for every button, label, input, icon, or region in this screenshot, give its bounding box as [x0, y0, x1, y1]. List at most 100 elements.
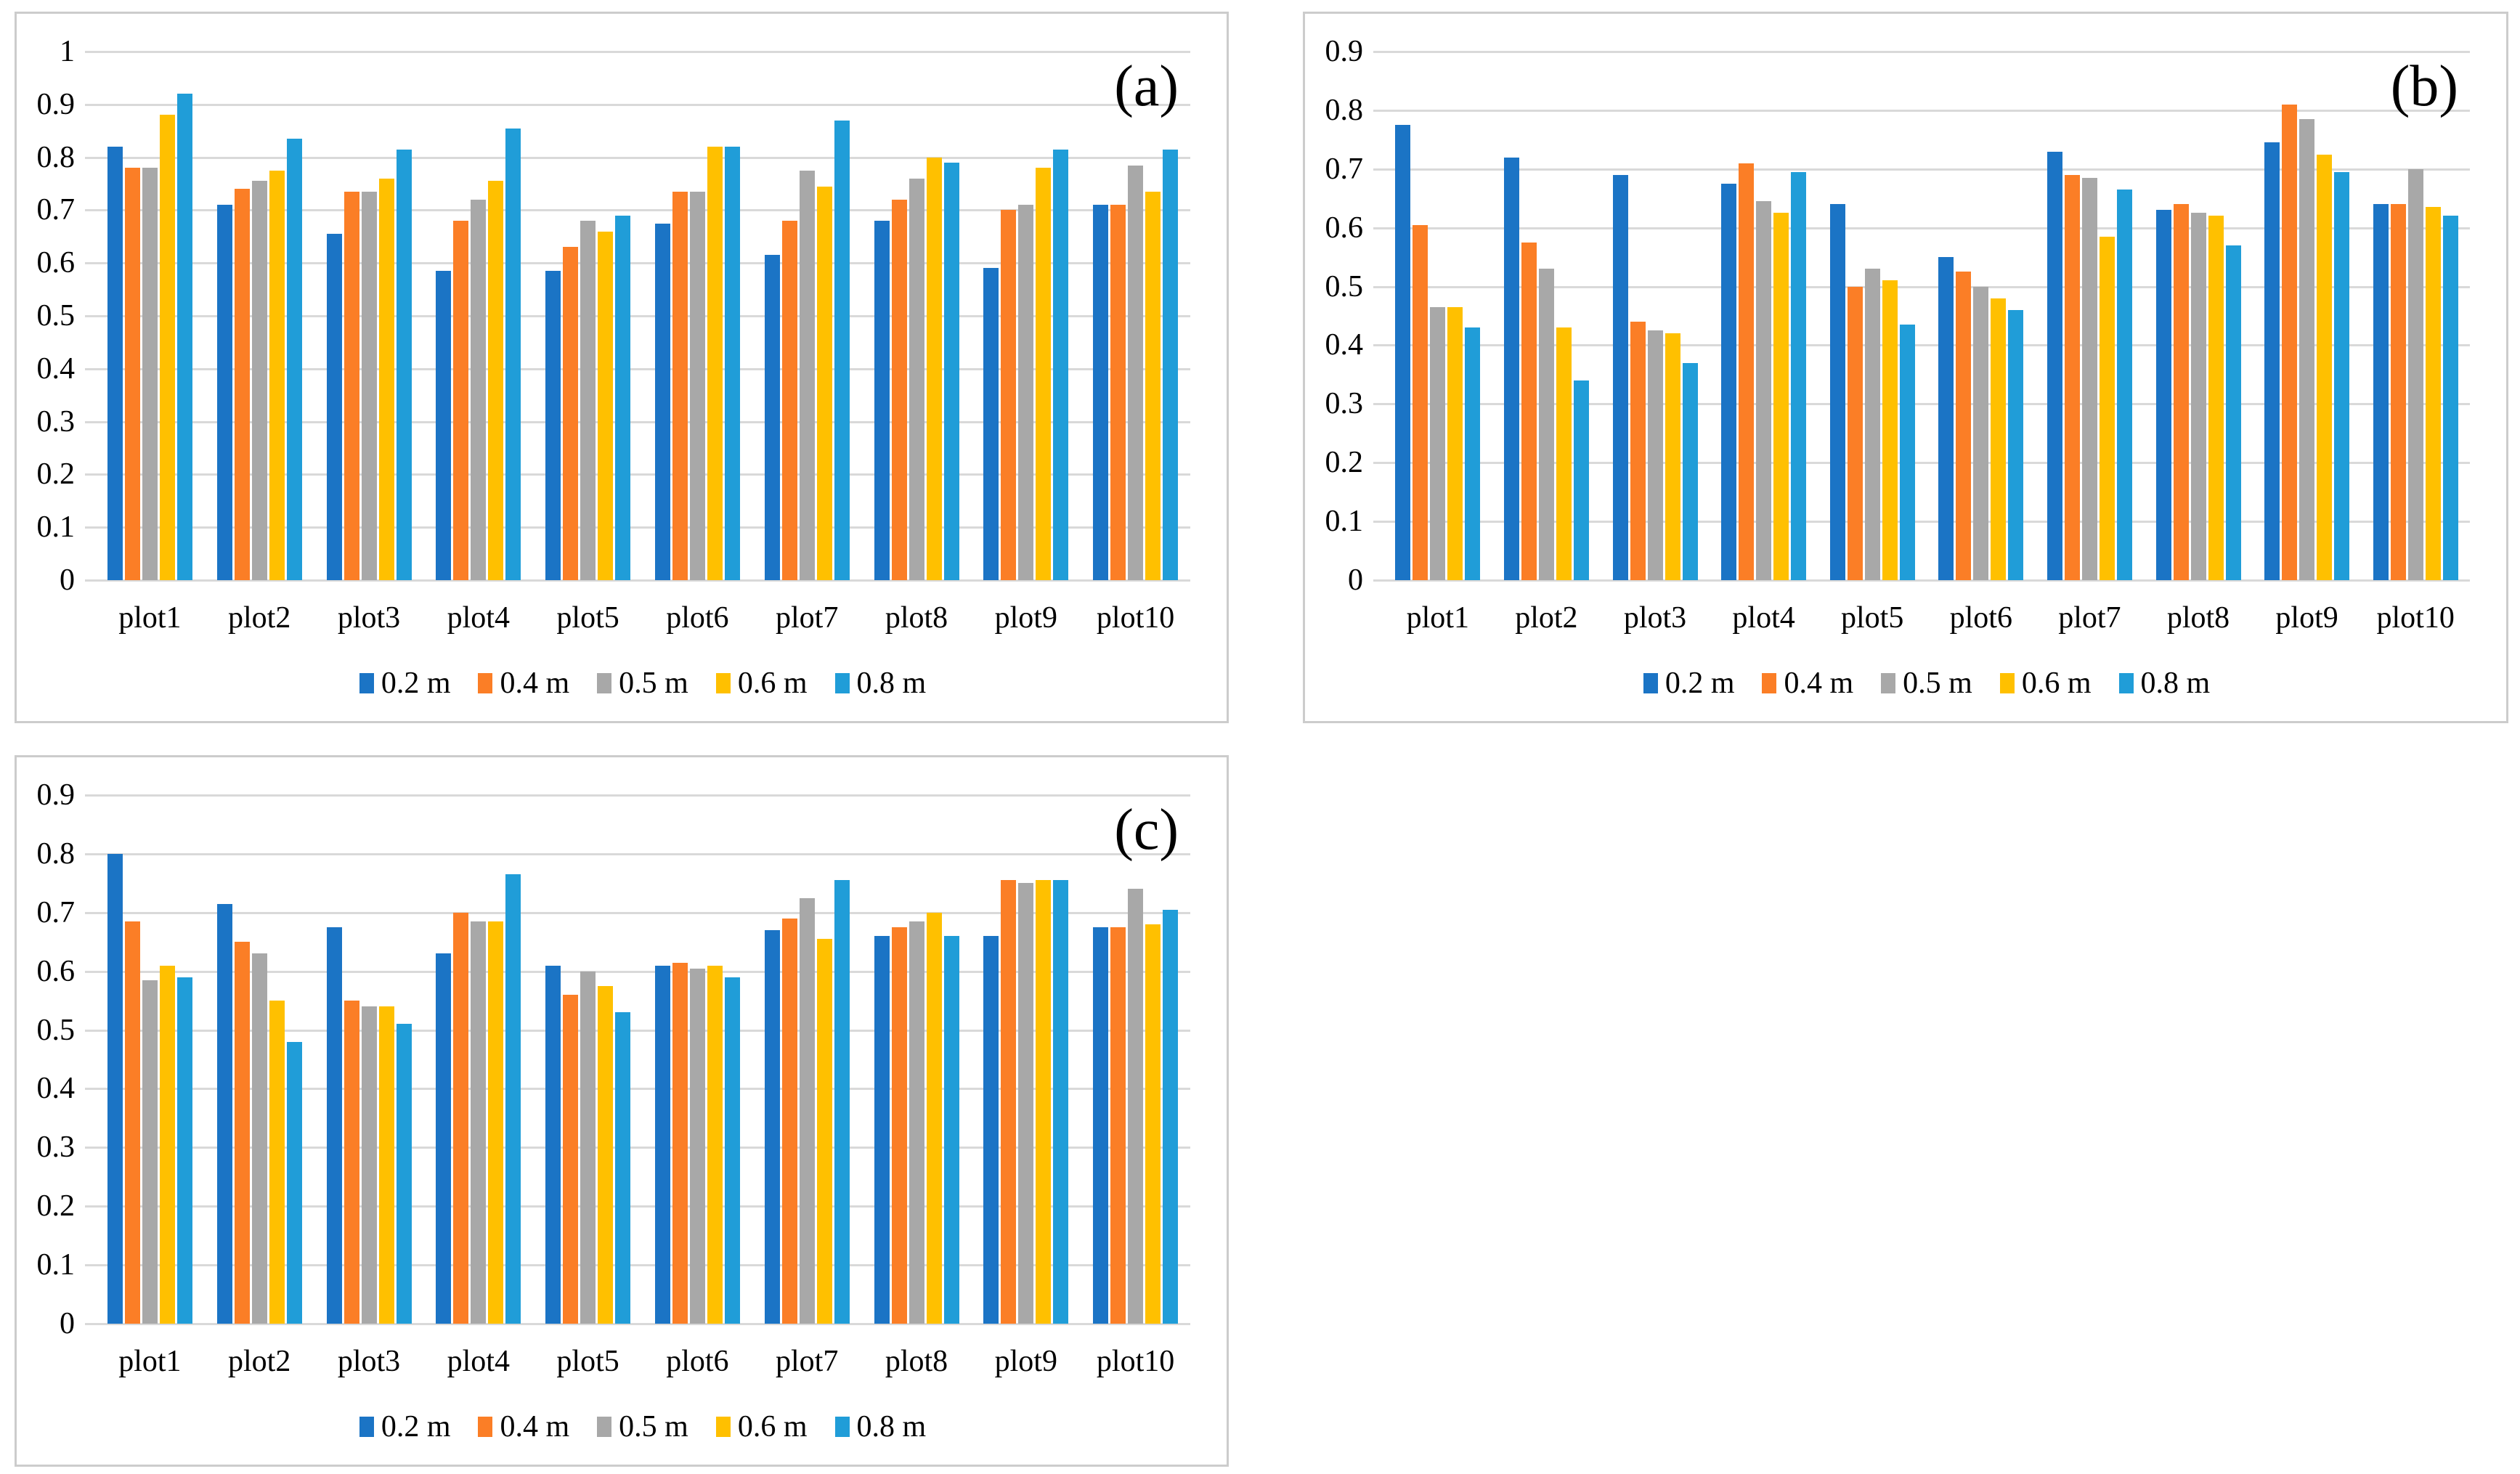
y-tick-label: 0.6 [36, 246, 76, 280]
bar-plot3-0.5m [361, 1006, 377, 1324]
bar-plot2-0.2m [216, 903, 232, 1324]
bar-plot3-0.2m [326, 927, 342, 1324]
bar-plot8-0.5m [2190, 213, 2206, 580]
y-tick-label: 0.4 [36, 1072, 76, 1106]
bar-plot10-0.5m [1128, 165, 1144, 580]
bar-plot3-0.2m [1612, 174, 1628, 580]
bar-plot4-0.2m [436, 271, 452, 580]
bar-plot7-0.4m [2064, 174, 2080, 580]
y-tick-label: 0.7 [36, 895, 76, 929]
bar-plot2-0.6m [1556, 327, 1572, 580]
y-tick-label: 0.1 [36, 1248, 76, 1282]
x-category-label: plot5 [556, 1345, 619, 1378]
bar-plot3-0.4m [344, 191, 359, 580]
y-tick-label: 0.7 [1325, 152, 1364, 186]
bar-plot5-0.6m [1882, 280, 1898, 580]
x-category-label: plot10 [2376, 601, 2455, 635]
bar-plot10-0.6m [1145, 924, 1161, 1324]
legend-item-0.5m: 0.5 m [1881, 666, 1972, 701]
legend-swatch-icon [478, 1417, 493, 1437]
bar-plot7-0.5m [799, 170, 815, 580]
bar-plot6-0.2m [1938, 257, 1954, 580]
bar-plot6-0.4m [672, 191, 688, 580]
legend-label: 0.5 m [1903, 667, 1972, 700]
y-tick-label: 0.6 [1325, 211, 1364, 245]
gridline [85, 911, 1190, 914]
bar-plot6-0.8m [724, 147, 740, 580]
panel-title: (c) [1114, 798, 1179, 862]
x-category-label: plot1 [1406, 601, 1469, 635]
gridline [1373, 579, 2470, 582]
bar-plot10-0.8m [1163, 909, 1179, 1324]
y-tick-label: 0.2 [36, 1189, 76, 1223]
x-category-label: plot10 [1096, 1345, 1175, 1378]
bar-plot9-0.6m [2317, 154, 2333, 580]
bar-plot9-0.8m [1053, 880, 1069, 1324]
legend-item-0.6m: 0.6 m [715, 666, 808, 701]
bar-plot6-0.5m [689, 191, 705, 580]
bar-plot5-0.8m [615, 215, 631, 580]
x-category-label: plot9 [994, 1345, 1057, 1378]
legend-swatch-icon [715, 673, 731, 693]
bar-plot2-0.8m [286, 139, 302, 580]
gridline [85, 103, 1190, 106]
bar-plot5-0.8m [1899, 325, 1915, 580]
bar-plot8-0.5m [909, 178, 924, 580]
x-category-label: plot8 [885, 1345, 948, 1378]
gridline [85, 51, 1190, 53]
legend-label: 0.8 m [2140, 667, 2211, 700]
bar-plot2-0.4m [234, 942, 250, 1324]
panel-title: (b) [2390, 54, 2458, 118]
gridline [85, 852, 1190, 855]
legend-label: 0.2 m [1665, 667, 1735, 700]
bar-plot7-0.6m [816, 939, 832, 1324]
bar-plot4-0.4m [1739, 163, 1755, 580]
bar-plot2-0.6m [269, 1001, 285, 1324]
bar-plot8-0.5m [909, 921, 924, 1324]
bar-plot1-0.4m [124, 921, 140, 1324]
bar-plot7-0.4m [781, 918, 797, 1324]
bar-plot4-0.5m [1756, 201, 1772, 580]
bar-plot1-0.2m [107, 147, 123, 580]
legend-label: 0.6 m [737, 667, 808, 700]
bar-plot6-0.6m [1991, 298, 2007, 580]
bar-plot2-0.5m [251, 181, 267, 580]
bar-plot8-0.6m [926, 912, 942, 1324]
bar-plot6-0.6m [707, 965, 723, 1324]
y-tick-label: 0.4 [36, 351, 76, 386]
bar-plot2-0.4m [1521, 242, 1537, 580]
x-category-label: plot2 [228, 1345, 291, 1378]
bar-plot10-0.5m [2407, 168, 2423, 580]
bar-plot5-0.4m [563, 995, 579, 1324]
panel-title: (a) [1114, 54, 1179, 118]
bar-plot10-0.4m [1110, 927, 1126, 1324]
bar-plot2-0.6m [269, 170, 285, 580]
bar-plot9-0.8m [1053, 149, 1069, 580]
bar-plot7-0.8m [834, 880, 850, 1324]
bar-plot9-0.4m [2282, 104, 2298, 580]
bar-plot8-0.2m [874, 936, 890, 1324]
bar-plot3-0.6m [378, 1006, 394, 1324]
legend-item-0.6m: 0.6 m [1999, 666, 2092, 701]
legend-swatch-icon [2118, 673, 2134, 693]
bar-plot1-0.6m [159, 115, 175, 580]
y-tick-label: 0.3 [36, 1131, 76, 1165]
bar-plot6-0.6m [707, 147, 723, 580]
gridline [85, 970, 1190, 973]
gridline [85, 1323, 1190, 1325]
bar-plot10-0.8m [2442, 216, 2458, 580]
x-category-label: plot8 [2166, 601, 2230, 635]
bar-plot3-0.8m [396, 149, 412, 580]
bar-plot9-0.2m [983, 268, 999, 580]
chart-panel-a: 1 0.9 0.8 0.7 0.6 0.5 0.4 0.3 0.2 0.1 0 plot1 plot2 p… [15, 12, 1229, 723]
legend-label: 0.2 m [381, 667, 451, 700]
gridline [85, 1205, 1190, 1208]
legend-label: 0.5 m [619, 1410, 688, 1444]
gridline [85, 209, 1190, 212]
y-tick-label: 0.2 [1325, 446, 1364, 480]
legend-item-0.4m: 0.4 m [478, 666, 569, 701]
y-tick-label: 0.3 [1325, 387, 1364, 421]
bar-plot2-0.8m [1573, 380, 1589, 580]
bar-plot8-0.2m [2155, 210, 2171, 580]
